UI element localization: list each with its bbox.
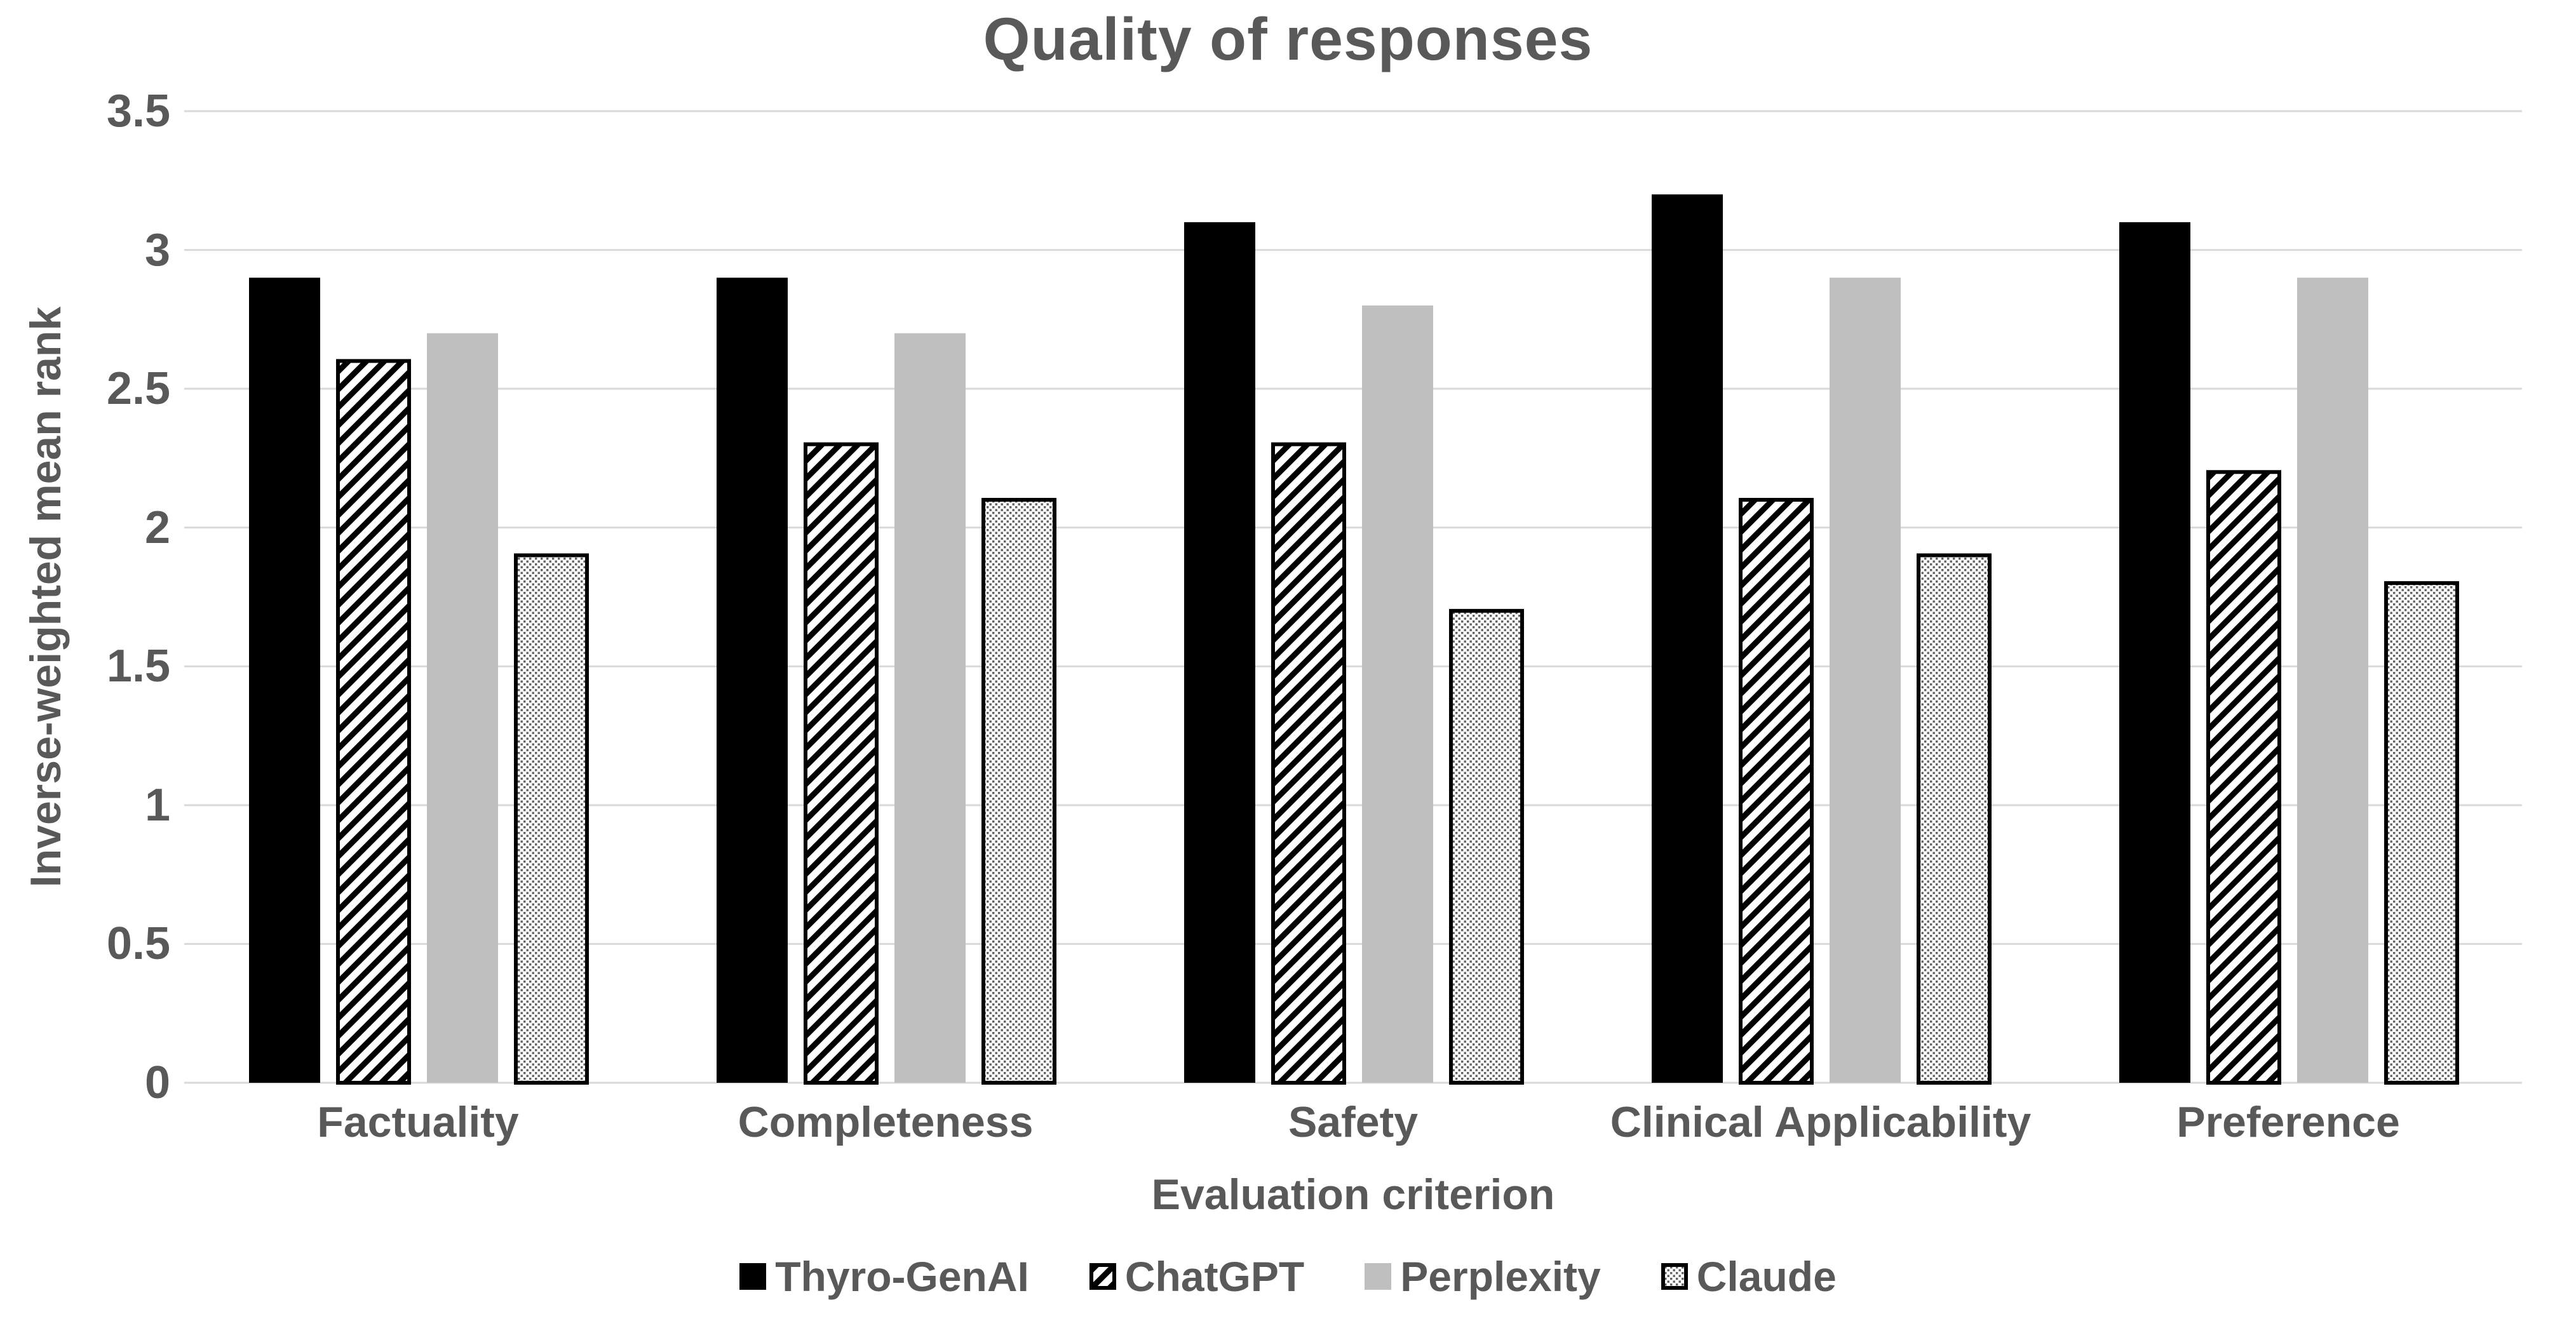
legend: Thyro-GenAI ChatGPT Perplexity Claude <box>0 1252 2576 1301</box>
bar-claude-factuality <box>514 553 589 1085</box>
bars <box>249 194 2459 1085</box>
bar-perplexity-clinical-applicability <box>1830 278 1901 1083</box>
bar-claude-safety <box>1449 608 1524 1085</box>
legend-label-perplexity: Perplexity <box>1400 1253 1601 1300</box>
bar-claude-preference <box>2384 581 2459 1085</box>
y-tick-2_5: 2.5 <box>106 363 170 414</box>
y-tick-2: 2 <box>144 502 170 553</box>
category-label-factuality: Factuality <box>317 1098 519 1146</box>
legend-item-chatgpt: ChatGPT <box>1089 1252 1304 1301</box>
bar-chatgpt-completeness <box>804 442 879 1085</box>
y-tick-1_5: 1.5 <box>106 641 170 692</box>
bar-chatgpt-preference <box>2206 470 2281 1085</box>
bar-claude-clinical-applicability <box>1917 553 1992 1085</box>
bar-chatgpt-clinical-applicability <box>1739 498 1814 1085</box>
legend-swatch-dot-pattern-icon <box>1661 1263 1688 1290</box>
bar-perplexity-completeness <box>894 333 966 1083</box>
chart-title: Quality of responses <box>983 6 1593 73</box>
y-tick-1: 1 <box>144 780 170 831</box>
y-tick-0_5: 0.5 <box>106 918 170 969</box>
legend-item-perplexity: Perplexity <box>1365 1252 1601 1301</box>
legend-item-thyro-genai: Thyro-GenAI <box>739 1252 1029 1301</box>
bar-thyro-genai-preference <box>2119 222 2190 1083</box>
bar-thyro-genai-completeness <box>717 278 788 1083</box>
bar-perplexity-safety <box>1362 305 1433 1083</box>
category-label-completeness: Completeness <box>738 1098 1034 1146</box>
y-tick-3: 3 <box>144 225 170 276</box>
x-axis-title: Evaluation criterion <box>1151 1170 1555 1219</box>
legend-label-thyro-genai: Thyro-GenAI <box>775 1253 1029 1300</box>
y-axis-title: Inverse-weighted mean rank <box>22 306 70 888</box>
bar-chatgpt-safety <box>1271 442 1346 1085</box>
bar-thyro-genai-factuality <box>249 278 320 1083</box>
bar-chatgpt-factuality <box>336 359 411 1085</box>
bar-thyro-genai-safety <box>1184 222 1255 1083</box>
bar-perplexity-preference <box>2297 278 2368 1083</box>
legend-swatch-solid-gray-icon <box>1365 1263 1392 1290</box>
category-label-preference: Preference <box>2176 1098 2400 1146</box>
bar-claude-completeness <box>981 498 1056 1085</box>
category-label-clinical-applicability: Clinical Applicability <box>1610 1098 2032 1146</box>
category-label-safety: Safety <box>1288 1098 1419 1146</box>
legend-swatch-diagonal-hatch-icon <box>1089 1263 1116 1290</box>
y-tick-3_5: 3.5 <box>106 86 170 137</box>
legend-swatch-solid-black-icon <box>739 1263 767 1290</box>
y-tick-0: 0 <box>144 1057 170 1108</box>
legend-label-chatgpt: ChatGPT <box>1124 1253 1305 1300</box>
bar-thyro-genai-clinical-applicability <box>1652 194 1723 1083</box>
legend-item-claude: Claude <box>1661 1252 1837 1301</box>
bar-perplexity-factuality <box>427 333 498 1083</box>
legend-label-claude: Claude <box>1696 1253 1837 1300</box>
